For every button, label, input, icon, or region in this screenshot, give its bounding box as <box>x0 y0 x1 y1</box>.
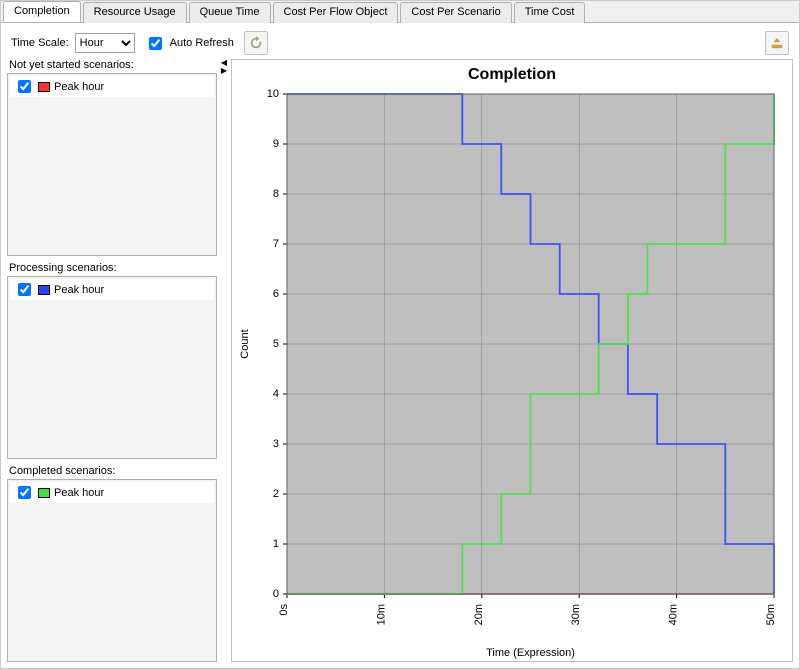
scenario-label: Peak hour <box>54 284 104 296</box>
timescale-select[interactable]: Hour <box>75 33 135 53</box>
svg-text:9: 9 <box>273 138 279 150</box>
list-item[interactable]: Peak hour <box>10 76 214 97</box>
tab-cost-per-scenario[interactable]: Cost Per Scenario <box>400 2 511 23</box>
list-item[interactable]: Peak hour <box>10 279 214 300</box>
toolbar: Time Scale: Hour Auto Refresh <box>1 23 799 59</box>
group-completed: Completed scenarios: Peak hour <box>7 465 217 662</box>
completed-header: Completed scenarios: <box>7 465 217 479</box>
svg-text:10: 10 <box>267 88 279 100</box>
svg-text:2: 2 <box>273 488 279 500</box>
not-started-list: Peak hour <box>7 73 217 256</box>
color-swatch <box>38 82 50 92</box>
processing-list: Peak hour <box>7 276 217 459</box>
processing-header: Processing scenarios: <box>7 262 217 276</box>
color-swatch <box>38 488 50 498</box>
svg-text:Time (Expression): Time (Expression) <box>486 647 575 659</box>
svg-text:6: 6 <box>273 288 279 300</box>
tab-bar: CompletionResource UsageQueue TimeCost P… <box>1 1 799 23</box>
auto-refresh-checkbox[interactable] <box>149 37 162 50</box>
svg-text:0s: 0s <box>278 604 290 616</box>
scenario-label: Peak hour <box>54 81 104 93</box>
svg-text:20m: 20m <box>473 604 485 625</box>
scenario-label: Peak hour <box>54 487 104 499</box>
export-icon[interactable] <box>765 31 789 55</box>
svg-text:50m: 50m <box>765 604 777 625</box>
chart-pane: Completion 0 1 2 3 4 5 6 7 8 9 10 0s 10m 20m 30m 40m 50m… <box>231 59 793 662</box>
svg-text:5: 5 <box>273 338 279 350</box>
auto-refresh-label: Auto Refresh <box>170 37 234 49</box>
completed-list: Peak hour <box>7 479 217 662</box>
scenario-checkbox[interactable] <box>18 486 31 499</box>
splitter-handle[interactable]: ◀ ▶ <box>219 59 229 662</box>
app-window: CompletionResource UsageQueue TimeCost P… <box>0 0 800 669</box>
svg-text:30m: 30m <box>570 604 582 625</box>
completion-chart: 0 1 2 3 4 5 6 7 8 9 10 0s 10m 20m 30m 40m 50m Time (Expre… <box>232 84 792 664</box>
list-item[interactable]: Peak hour <box>10 482 214 503</box>
group-processing: Processing scenarios: Peak hour <box>7 262 217 459</box>
svg-text:3: 3 <box>273 438 279 450</box>
group-not-started: Not yet started scenarios: Peak hour <box>7 59 217 256</box>
chevron-right-icon: ▶ <box>221 67 227 75</box>
svg-text:4: 4 <box>273 388 279 400</box>
scenario-checkbox[interactable] <box>18 283 31 296</box>
tab-time-cost[interactable]: Time Cost <box>514 2 586 23</box>
tab-cost-per-flow-object[interactable]: Cost Per Flow Object <box>273 2 399 23</box>
not-started-header: Not yet started scenarios: <box>7 59 217 73</box>
svg-text:0: 0 <box>273 588 279 600</box>
svg-text:8: 8 <box>273 188 279 200</box>
svg-text:1: 1 <box>273 538 279 550</box>
svg-text:10m: 10m <box>375 604 387 625</box>
refresh-icon[interactable] <box>244 31 268 55</box>
tab-completion[interactable]: Completion <box>3 1 81 22</box>
side-panel: Not yet started scenarios: Peak hour Pro… <box>7 59 217 662</box>
main-split: Not yet started scenarios: Peak hour Pro… <box>1 59 799 668</box>
tab-queue-time[interactable]: Queue Time <box>189 2 271 23</box>
tab-resource-usage[interactable]: Resource Usage <box>83 2 187 23</box>
scenario-checkbox[interactable] <box>18 80 31 93</box>
svg-text:40m: 40m <box>668 604 680 625</box>
svg-text:7: 7 <box>273 238 279 250</box>
color-swatch <box>38 285 50 295</box>
svg-text:Count: Count <box>239 329 251 358</box>
chart-title: Completion <box>232 60 792 84</box>
timescale-label: Time Scale: <box>11 37 69 49</box>
